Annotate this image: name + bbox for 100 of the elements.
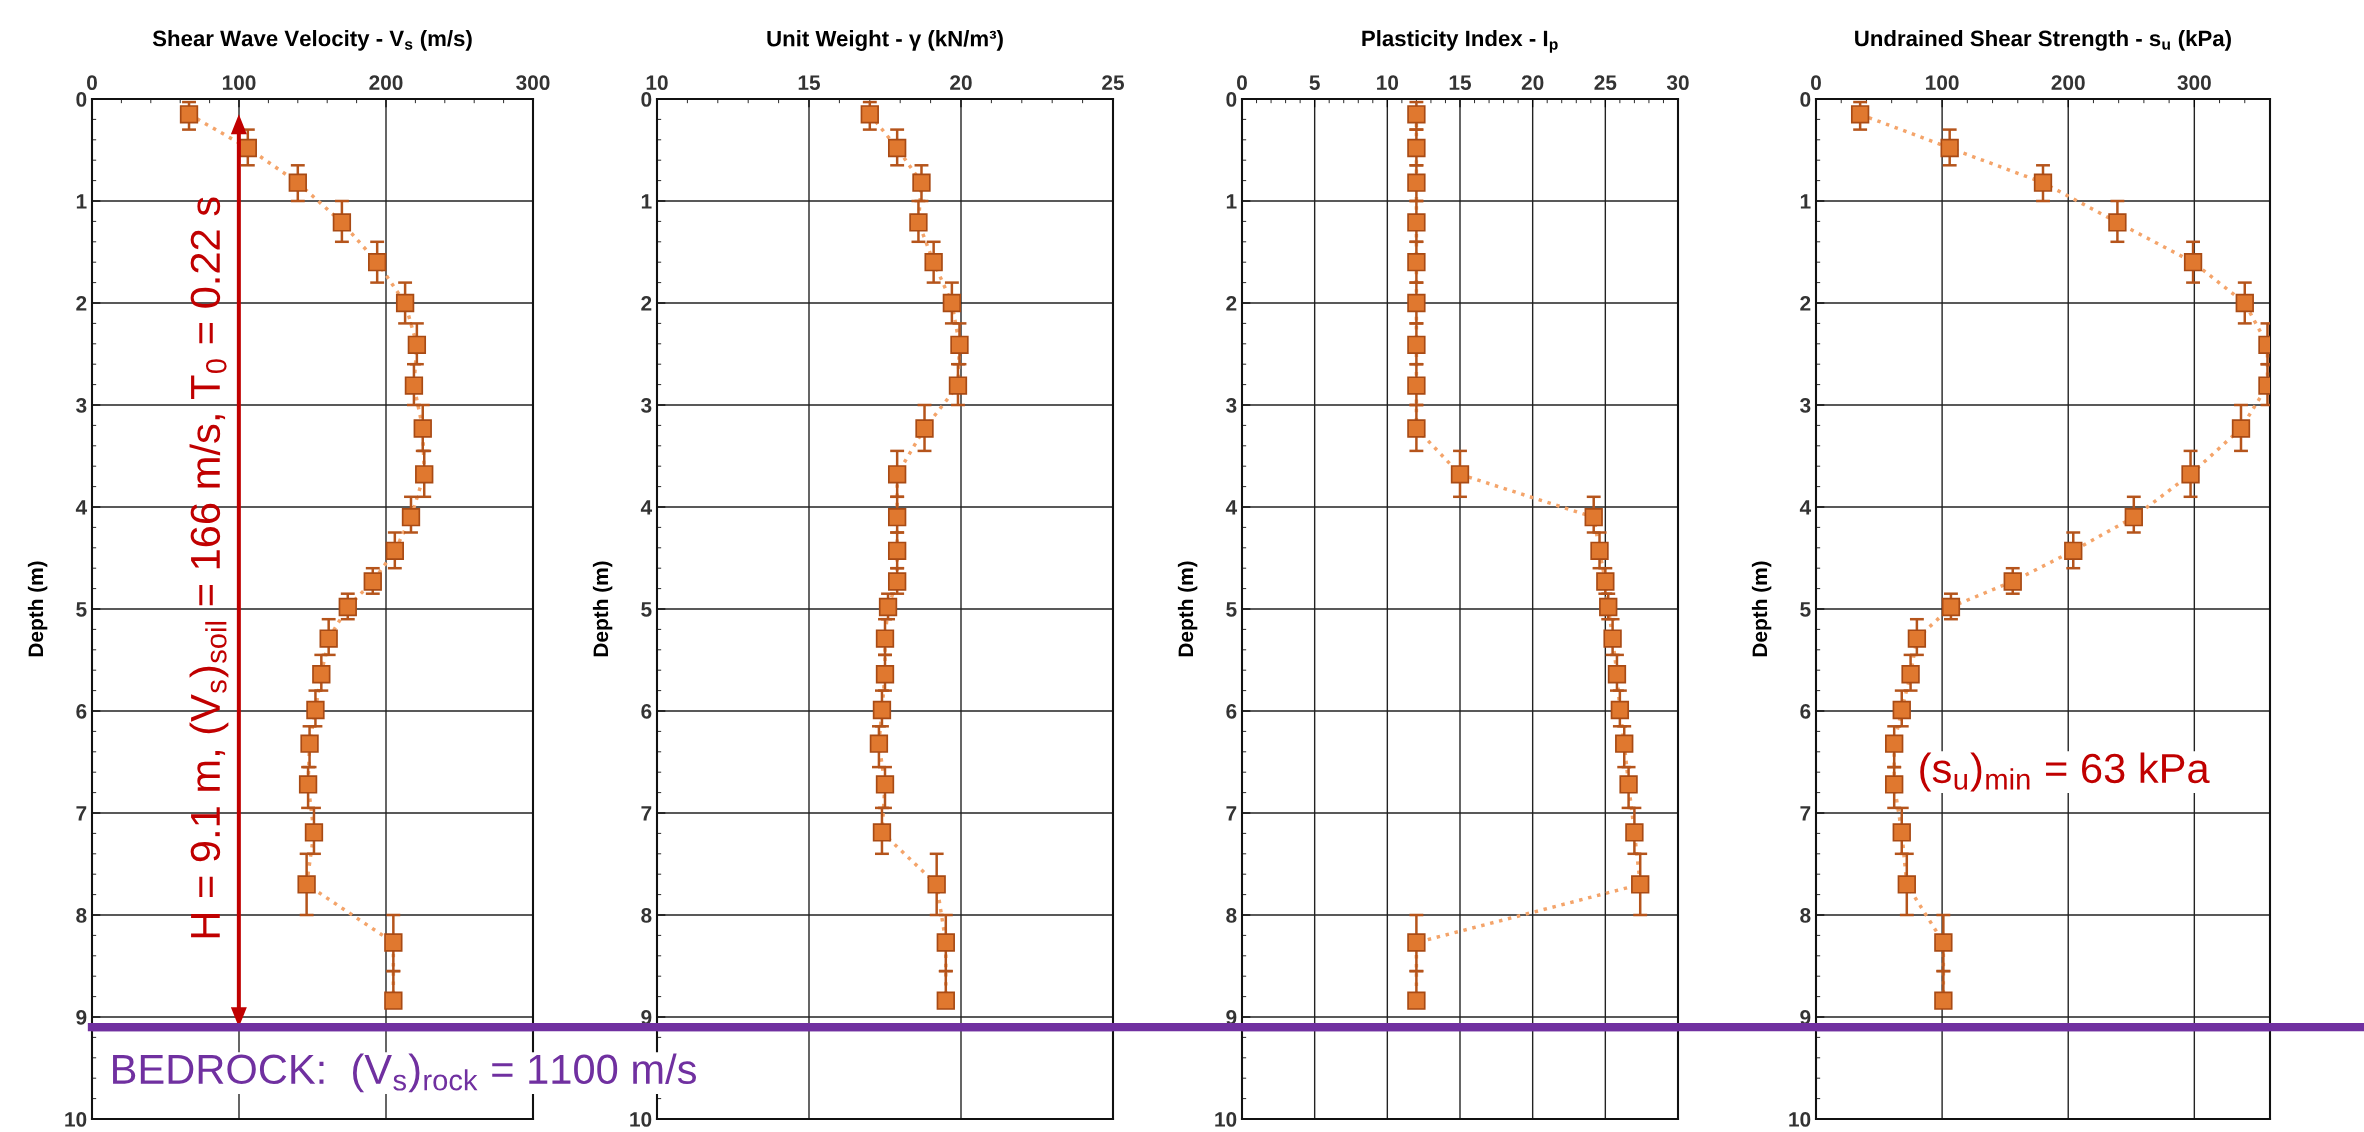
point <box>2235 293 2254 313</box>
point <box>384 991 403 1010</box>
point <box>2064 541 2083 561</box>
point <box>312 665 331 684</box>
point <box>2108 213 2127 232</box>
y-tick-label: 7 <box>641 806 652 821</box>
y-tick-label: 4 <box>75 500 88 515</box>
point <box>887 138 907 158</box>
x-tick-label: 100 <box>222 75 256 91</box>
point <box>338 597 357 617</box>
y-axis-title: Depth (m) <box>1751 561 1772 657</box>
point <box>1407 335 1426 354</box>
point <box>384 933 403 952</box>
point <box>872 700 892 720</box>
y-tick-label: 3 <box>1226 398 1237 413</box>
point <box>1934 991 1953 1010</box>
point <box>875 665 895 684</box>
point <box>2183 253 2203 272</box>
y-axis-title: Depth (m) <box>1177 561 1198 657</box>
point <box>915 419 934 438</box>
y-tick-label: 5 <box>1800 602 1811 617</box>
point <box>415 465 434 484</box>
y-tick-label: 3 <box>1800 398 1811 413</box>
point <box>1407 138 1426 158</box>
annotation: H = 9.1 m, (V$_{s}$)$_{soil}$ = 166 m/s, T$_{0}$ = 0.22 s <box>189 197 229 938</box>
point <box>1407 293 1426 313</box>
point <box>1615 734 1634 753</box>
point <box>298 775 318 794</box>
y-tick-label: 2 <box>1800 296 1811 311</box>
point <box>1596 572 1615 591</box>
y-tick-label: 6 <box>76 704 87 719</box>
x-tick-label: 15 <box>1449 75 1472 91</box>
y-tick-label: 2 <box>641 296 652 311</box>
y-tick-label: 5 <box>76 602 87 617</box>
point <box>306 700 325 720</box>
point <box>407 335 427 354</box>
point <box>875 629 895 648</box>
y-tick-label: 1 <box>76 194 87 209</box>
point <box>1610 700 1630 720</box>
point <box>1590 541 1609 561</box>
point <box>413 419 432 438</box>
y-tick-label: 1 <box>1800 194 1811 209</box>
x-tick-label: 0 <box>1237 75 1247 91</box>
point <box>936 991 955 1010</box>
y-axis-title: Depth (m) <box>592 561 613 657</box>
point <box>927 875 946 894</box>
y-tick-label: 10 <box>65 1112 87 1127</box>
x-tick-label: 300 <box>516 75 550 91</box>
x-tick-label: 200 <box>2051 75 2085 91</box>
point <box>1407 376 1426 395</box>
point <box>924 253 943 272</box>
point <box>1407 991 1426 1010</box>
point <box>869 734 889 753</box>
point <box>860 105 879 124</box>
point <box>288 173 307 192</box>
point <box>1934 933 1953 952</box>
y-tick-label: 0 <box>1800 92 1811 107</box>
x-tick-label: 200 <box>369 75 403 91</box>
point <box>1892 700 1911 720</box>
point <box>1450 465 1470 484</box>
y-tick-label: 2 <box>1226 296 1237 311</box>
x-tick-label: 25 <box>1594 75 1617 91</box>
point <box>404 376 424 395</box>
point <box>1607 665 1627 684</box>
y-tick-label: 8 <box>1226 908 1237 923</box>
point <box>2124 508 2143 527</box>
point <box>1625 823 1644 842</box>
point <box>179 105 199 124</box>
y-tick-label: 4 <box>1799 500 1812 515</box>
point <box>401 508 421 527</box>
annotation: (s$_{u}$)$_{min}$ = 63 kPa <box>1920 752 2210 792</box>
point <box>1603 629 1622 648</box>
y-tick-label: 10 <box>1215 1112 1237 1127</box>
point <box>1407 933 1426 952</box>
point <box>1897 875 1916 894</box>
x-tick-label: 20 <box>1521 75 1544 91</box>
x-tick-label: 300 <box>2177 75 2211 91</box>
x-tick-label: 0 <box>87 75 97 91</box>
point <box>368 253 387 272</box>
point <box>942 293 962 313</box>
point <box>912 173 931 192</box>
y-tick-label: 0 <box>641 92 652 107</box>
x-tick-label: 25 <box>1102 75 1125 91</box>
y-tick-label: 1 <box>641 194 652 209</box>
y-tick-label: 3 <box>76 398 87 413</box>
y-tick-label: 8 <box>1800 908 1811 923</box>
y-tick-label: 6 <box>1800 704 1811 719</box>
point <box>2181 465 2200 484</box>
point <box>1584 508 1603 527</box>
y-tick-label: 8 <box>641 908 652 923</box>
point <box>1940 138 1959 158</box>
point <box>887 465 907 484</box>
point <box>872 823 892 842</box>
y-tick-label: 4 <box>640 500 653 515</box>
x-tick-label: 15 <box>798 75 821 91</box>
y-tick-label: 0 <box>76 92 87 107</box>
point <box>1619 775 1638 794</box>
point <box>2231 419 2251 438</box>
point <box>878 597 898 617</box>
point <box>332 213 352 232</box>
